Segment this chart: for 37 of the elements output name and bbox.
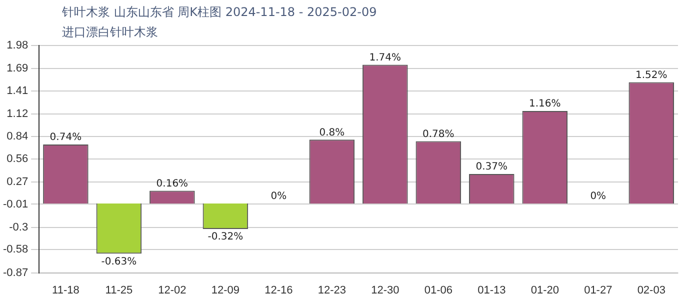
x-tick-label: 12-16 xyxy=(264,284,293,296)
chart-title: 针叶木浆 山东山东省 周K柱图 2024-11-18 - 2025-02-09 xyxy=(62,4,377,21)
x-tick-label: 01-27 xyxy=(584,284,612,296)
data-label: 0.78% xyxy=(422,128,454,140)
data-label: -0.63% xyxy=(101,256,137,268)
y-tick-label: 0.56 xyxy=(6,152,28,165)
y-tick-label: 1.98 xyxy=(6,40,28,52)
y-tick-label: -0.58 xyxy=(2,244,28,256)
data-label: 0% xyxy=(590,191,606,202)
y-tick-label: 0.27 xyxy=(6,176,28,188)
y-tick-label: 1.69 xyxy=(6,62,28,75)
data-label: -0.32% xyxy=(208,232,244,243)
y-tick-label: -0.3 xyxy=(9,221,28,234)
y-tick-label: 0.84 xyxy=(6,130,28,143)
data-label: 0.74% xyxy=(50,132,82,144)
x-tick-label: 01-20 xyxy=(530,284,559,296)
x-tick-label: 12-30 xyxy=(371,284,400,296)
data-label: 1.16% xyxy=(529,98,561,110)
y-tick-label: -0.01 xyxy=(2,198,28,210)
data-label: 1.74% xyxy=(369,52,402,64)
x-tick-label: 02-03 xyxy=(637,284,666,296)
x-tick-label: 01-13 xyxy=(478,284,506,296)
x-tick-label: 12-23 xyxy=(318,284,346,296)
x-tick-label: 01-06 xyxy=(424,284,452,296)
y-tick-label: 1.12 xyxy=(6,108,28,120)
chart-subtitle: 进口漂白针叶木浆 xyxy=(62,24,158,41)
data-label: 0.37% xyxy=(476,162,508,173)
data-label: 1.52% xyxy=(635,70,668,81)
data-label: 0.16% xyxy=(156,178,188,190)
x-tick-label: 11-25 xyxy=(105,284,133,296)
y-tick-label: 1.41 xyxy=(6,85,28,98)
data-label: 0% xyxy=(270,191,287,202)
y-tick-label: -0.87 xyxy=(2,266,28,279)
x-tick-label: 12-09 xyxy=(211,284,240,296)
data-label: 0.8% xyxy=(319,127,345,138)
x-tick-label: 12-02 xyxy=(158,284,186,296)
x-tick-label: 11-18 xyxy=(52,284,80,296)
